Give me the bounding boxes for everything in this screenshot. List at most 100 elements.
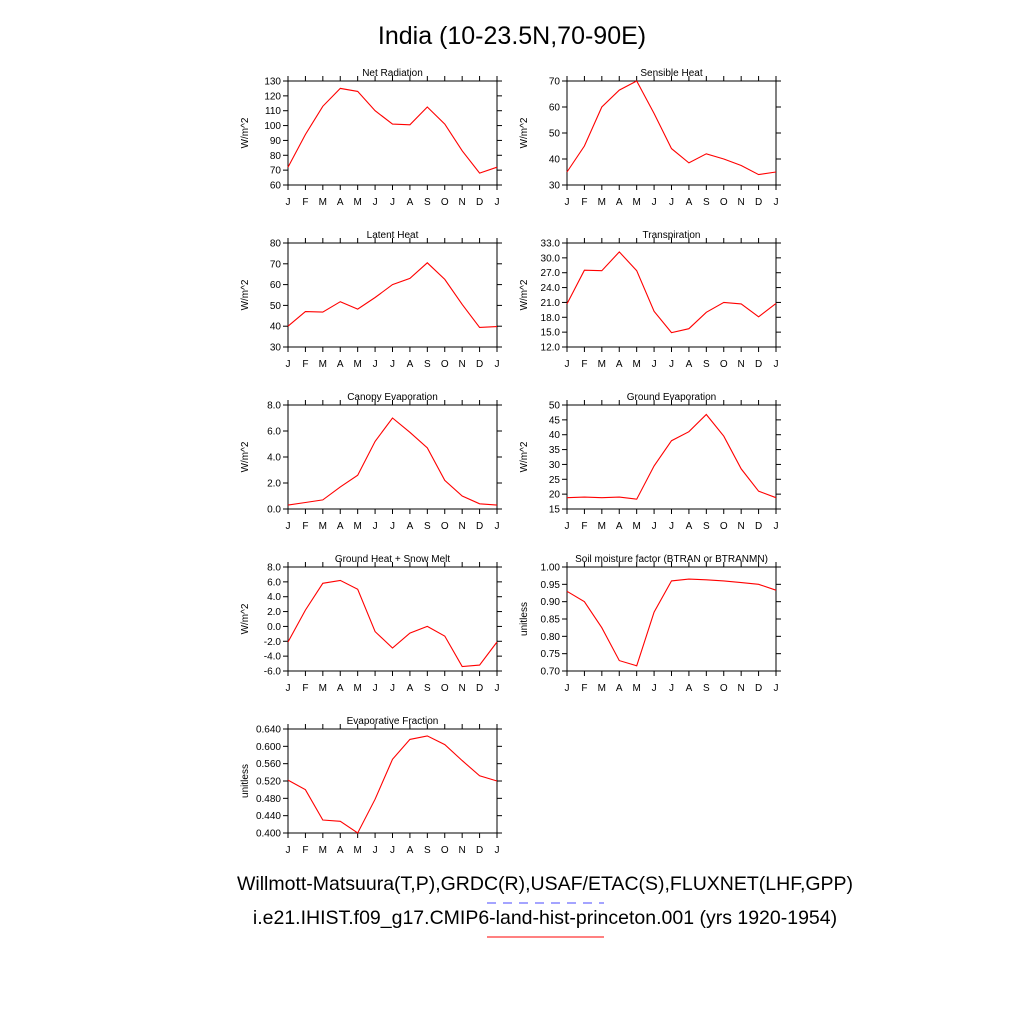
y-tick-label: 0.70 [541,667,561,678]
x-tick-label: J [286,197,291,208]
x-tick-label: A [407,845,414,856]
y-tick-label: 30 [270,343,282,354]
y-axis-label: W/m^2 [519,117,530,148]
series-line-model [566,578,777,667]
x-tick-label: D [755,521,762,532]
series-line-model [287,417,498,506]
y-tick-label: 25 [549,475,561,486]
y-tick-label: 21.0 [541,298,561,309]
panel-title: Ground Evaporation [627,392,717,403]
panel-title: Soil moisture factor (BTRAN or BTRANMN) [575,554,768,565]
x-tick-label: F [302,683,308,694]
x-tick-label: J [565,683,570,694]
y-tick-label: 2.0 [267,607,281,618]
y-tick-label: 60 [549,103,561,114]
x-tick-label: A [686,359,693,370]
x-tick-label: A [337,521,344,532]
y-tick-label: 0.0 [267,505,281,516]
x-tick-label: J [390,197,395,208]
y-tick-label: 4.0 [267,453,281,464]
legend-label-1: Willmott-Matsuura(T,P),GRDC(R),USAF/ETAC… [237,873,853,895]
y-tick-label: 30 [549,181,561,192]
y-tick-label: 12.0 [541,343,561,354]
x-tick-label: D [476,683,483,694]
x-tick-label: J [373,845,378,856]
y-tick-label: 15.0 [541,328,561,339]
y-tick-label: 27.0 [541,268,561,279]
x-tick-label: J [286,521,291,532]
series-line-model [566,251,777,334]
panel-title: Ground Heat + Snow Melt [335,554,451,565]
y-axis-label: W/m^2 [519,279,530,310]
x-tick-label: N [738,683,745,694]
y-tick-label: 50 [270,301,282,312]
y-tick-label: 1.00 [541,563,561,574]
y-tick-label: 0.560 [256,759,281,770]
x-tick-label: A [407,197,414,208]
y-tick-label: 30.0 [541,253,561,264]
x-tick-label: J [373,683,378,694]
x-tick-label: S [424,197,431,208]
y-axis-label: W/m^2 [519,441,530,472]
y-tick-label: 0.80 [541,632,561,643]
y-tick-label: 40 [270,322,282,333]
panel-title: Canopy Evaporation [347,392,438,403]
y-tick-label: 0.600 [256,742,281,753]
x-tick-label: J [390,845,395,856]
x-tick-label: M [353,359,361,370]
x-tick-label: J [495,683,500,694]
x-tick-label: J [652,359,657,370]
y-tick-label: 0.85 [541,615,561,626]
x-tick-label: F [302,197,308,208]
x-tick-label: J [390,359,395,370]
panel-title: Sensible Heat [640,68,702,79]
x-tick-label: N [738,521,745,532]
y-tick-label: 70 [270,166,282,177]
x-tick-label: N [459,197,466,208]
x-tick-label: J [495,359,500,370]
x-tick-label: J [565,359,570,370]
y-axis-label: W/m^2 [240,117,251,148]
x-tick-label: M [632,683,640,694]
panel-4: Transpiration 12.0 15.0 18.0 21.0 24.0 27.0 30.… [519,230,781,370]
panel-title: Evaporative Fraction [347,716,439,727]
y-axis-label: W/m^2 [240,441,251,472]
x-tick-label: J [774,197,779,208]
x-tick-label: D [755,197,762,208]
x-tick-label: N [738,197,745,208]
x-tick-label: J [373,359,378,370]
x-tick-label: J [652,197,657,208]
x-tick-label: D [755,359,762,370]
x-tick-label: J [669,521,674,532]
y-tick-label: 40 [549,430,561,441]
x-tick-label: M [319,197,327,208]
series-line-model [287,87,498,174]
x-tick-label: J [669,359,674,370]
x-tick-label: F [581,197,587,208]
x-tick-label: F [302,845,308,856]
y-tick-label: 40 [549,155,561,166]
x-tick-label: A [686,683,693,694]
x-tick-label: J [495,197,500,208]
x-tick-label: O [441,521,449,532]
x-tick-label: M [353,683,361,694]
x-tick-label: O [720,521,728,532]
y-tick-label: 70 [549,77,561,88]
y-tick-label: 90 [270,136,282,147]
plot-frame [566,242,777,348]
series-line-model [287,579,498,668]
y-tick-label: 8.0 [267,563,281,574]
y-tick-label: 2.0 [267,479,281,490]
y-tick-label: 15 [549,505,561,516]
x-tick-label: S [424,359,431,370]
y-tick-label: 80 [270,151,282,162]
x-tick-label: M [353,197,361,208]
x-tick-label: F [302,521,308,532]
y-tick-label: 60 [270,280,282,291]
x-tick-label: S [424,845,431,856]
y-tick-label: 0.0 [267,622,281,633]
x-tick-label: N [459,521,466,532]
x-tick-label: J [774,521,779,532]
x-tick-label: F [302,359,308,370]
